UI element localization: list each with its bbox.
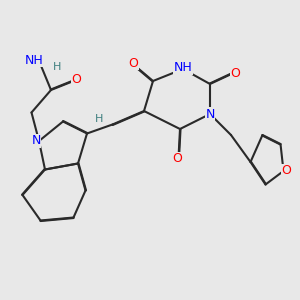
Text: O: O <box>282 164 291 178</box>
Text: N: N <box>205 107 215 121</box>
Text: NH: NH <box>174 61 192 74</box>
Text: O: O <box>72 73 81 86</box>
Text: O: O <box>172 152 182 166</box>
Text: O: O <box>231 67 240 80</box>
Text: N: N <box>31 134 41 148</box>
Text: H: H <box>95 113 103 124</box>
Text: O: O <box>129 56 138 70</box>
Text: H: H <box>53 62 61 73</box>
Text: NH: NH <box>25 53 44 67</box>
